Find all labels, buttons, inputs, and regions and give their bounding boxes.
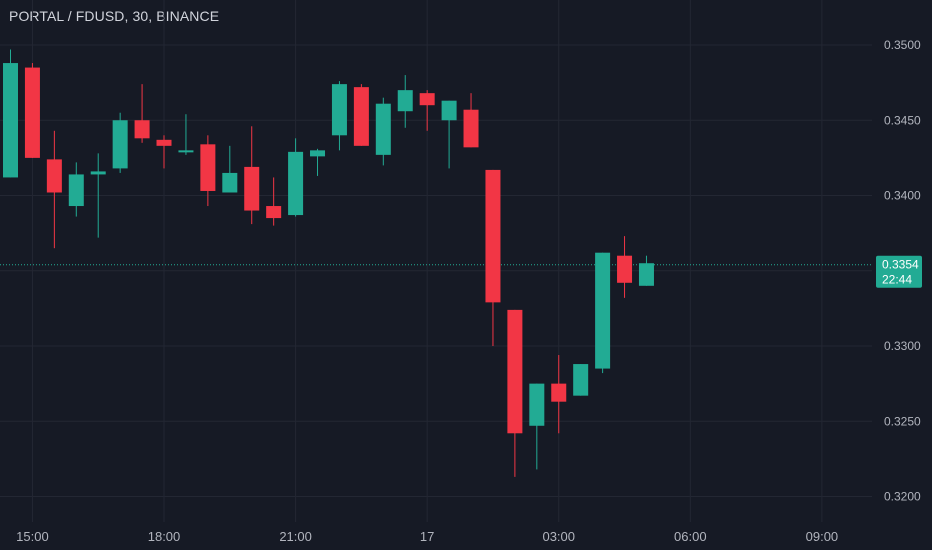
candle-body <box>90 171 106 175</box>
candle[interactable] <box>68 162 84 217</box>
candle[interactable] <box>244 126 260 225</box>
current-price-value: 0.3354 <box>882 258 919 272</box>
candle-body <box>375 103 391 155</box>
price-tick-label: 0.3450 <box>884 113 921 127</box>
candle-body <box>441 100 457 121</box>
candle[interactable] <box>397 75 413 128</box>
candle[interactable] <box>551 355 567 434</box>
candle-body <box>156 139 172 146</box>
candle-body <box>266 206 282 219</box>
candle-body <box>529 383 545 426</box>
candle-body <box>331 84 347 136</box>
current-price-badge-bg <box>876 255 922 288</box>
candle-body <box>68 174 84 207</box>
candle-body <box>244 166 260 211</box>
price-tick-label: 0.3300 <box>884 339 921 353</box>
candle[interactable] <box>178 114 194 155</box>
candle-body <box>24 67 40 158</box>
candle-body <box>178 150 194 153</box>
time-tick-label: 03:00 <box>542 529 575 544</box>
time-tick-label: 09:00 <box>806 529 839 544</box>
candle-body <box>222 172 238 193</box>
bar-countdown: 22:44 <box>882 273 912 287</box>
candle-body <box>573 364 589 396</box>
candle[interactable] <box>222 145 238 193</box>
candle-body <box>595 252 611 369</box>
candle[interactable] <box>3 49 18 178</box>
candle[interactable] <box>156 135 172 169</box>
candle[interactable] <box>529 383 545 470</box>
price-tick-label: 0.3200 <box>884 490 921 504</box>
candle[interactable] <box>441 100 457 169</box>
price-tick-label: 0.3400 <box>884 189 921 203</box>
candle-body <box>507 309 523 434</box>
time-tick-label: 06:00 <box>674 529 707 544</box>
time-tick-label: 15:00 <box>16 529 49 544</box>
candle-body <box>310 150 326 157</box>
time-tick-label: 18:00 <box>148 529 181 544</box>
candle-body <box>134 120 150 139</box>
time-tick-label: 21:00 <box>279 529 312 544</box>
price-tick-label: 0.3250 <box>884 414 921 428</box>
candle-body <box>419 93 435 106</box>
price-tick-label: 0.3500 <box>884 38 921 52</box>
candle[interactable] <box>288 138 304 217</box>
candle-body <box>551 383 567 402</box>
candle-body <box>200 144 216 191</box>
candle[interactable] <box>375 97 391 166</box>
candle[interactable] <box>507 309 523 477</box>
candle-body <box>617 255 633 283</box>
candle[interactable] <box>485 169 501 346</box>
candle[interactable] <box>90 153 106 238</box>
candle-body <box>3 63 18 178</box>
candles[interactable] <box>3 49 654 477</box>
candle[interactable] <box>46 130 62 249</box>
candle-body <box>353 87 369 146</box>
candle[interactable] <box>595 252 611 374</box>
candle[interactable] <box>617 236 633 298</box>
time-tick-label: 17 <box>420 529 434 544</box>
candle[interactable] <box>310 148 326 176</box>
candle-body <box>463 109 479 148</box>
grid <box>0 0 872 522</box>
current-price-badge: 0.3354 22:44 <box>876 255 922 288</box>
candle[interactable] <box>463 93 479 148</box>
candle-body <box>288 151 304 216</box>
candle[interactable] <box>112 112 128 173</box>
candle[interactable] <box>266 177 282 226</box>
time-axis[interactable]: 15:00 18:00 21:00 17 03:00 06:00 09:00 <box>16 529 838 544</box>
candle-body <box>112 120 128 169</box>
candle-body <box>485 169 501 303</box>
candle[interactable] <box>573 364 589 396</box>
candle[interactable] <box>24 63 40 158</box>
candle[interactable] <box>353 84 369 146</box>
candle-body <box>46 159 62 193</box>
chart-title: PORTAL / FDUSD, 30, BINANCE <box>9 8 220 24</box>
candle[interactable] <box>134 84 150 143</box>
candle-body <box>638 263 654 286</box>
candle[interactable] <box>200 135 216 207</box>
candle[interactable] <box>419 90 435 131</box>
candle-body <box>397 90 413 112</box>
candle[interactable] <box>638 255 654 286</box>
candle[interactable] <box>331 81 347 151</box>
